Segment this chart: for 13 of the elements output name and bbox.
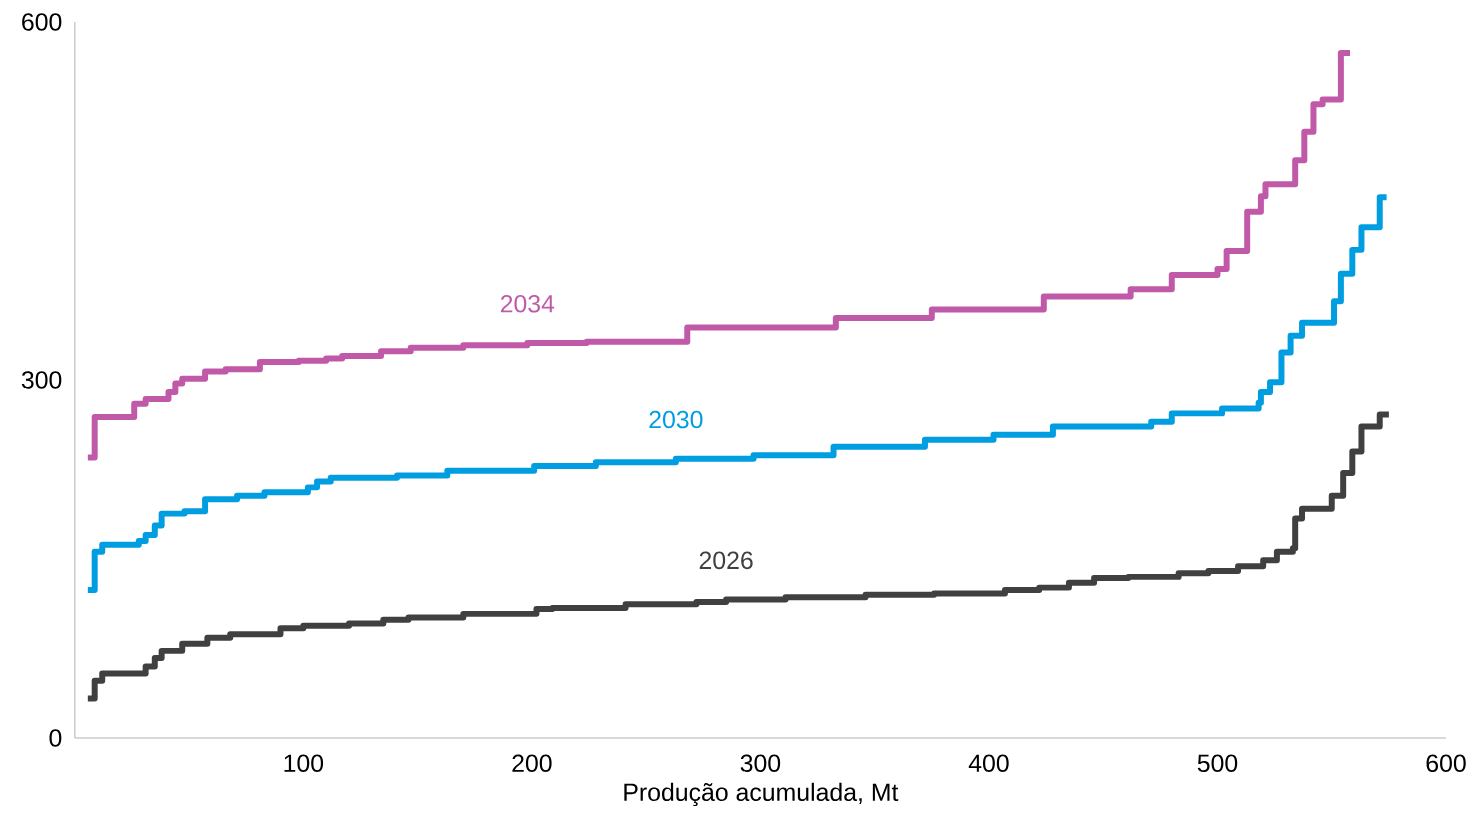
y-tick-label: 600 xyxy=(22,13,62,31)
x-tick-label: 500 xyxy=(1197,754,1238,773)
x-tick-label: 200 xyxy=(512,754,552,773)
x-tick-label: 400 xyxy=(968,754,1009,773)
x-tick-label: 600 xyxy=(1426,754,1466,773)
series-label: 2030 xyxy=(649,410,703,429)
series-label: 2034 xyxy=(500,295,555,313)
y-tick-label: 0 xyxy=(49,729,62,747)
x-tick-label: 100 xyxy=(284,754,324,773)
x-axis-title: Produção acumulada, Mt xyxy=(624,782,899,807)
y-tick-label: 300 xyxy=(21,371,62,389)
series-label: 2026 xyxy=(699,551,753,570)
x-tick-label: 300 xyxy=(740,754,781,773)
